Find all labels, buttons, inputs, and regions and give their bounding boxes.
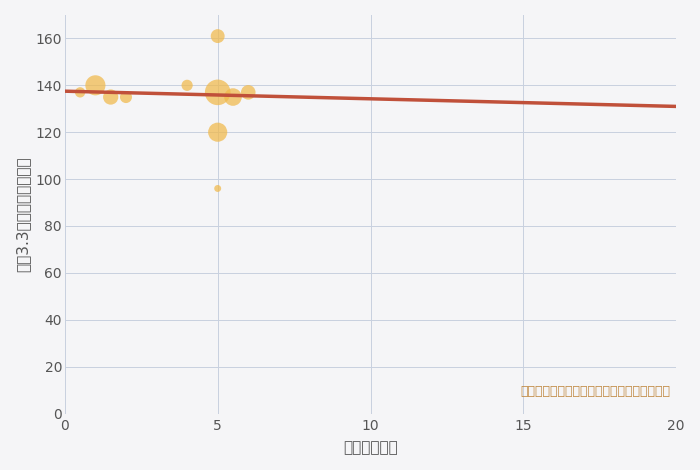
Point	[243, 89, 254, 96]
Text: 円の大きさは、取引のあった物件面積を示す: 円の大きさは、取引のあった物件面積を示す	[520, 384, 670, 398]
Point	[120, 93, 132, 101]
Point	[181, 82, 193, 89]
Point	[212, 89, 223, 96]
Point	[212, 128, 223, 136]
Y-axis label: 坪（3.3㎡）単価（万円）: 坪（3.3㎡）単価（万円）	[15, 157, 30, 272]
Point	[105, 93, 116, 101]
Point	[90, 82, 101, 89]
Point	[74, 89, 85, 96]
Point	[212, 32, 223, 40]
Point	[212, 185, 223, 192]
X-axis label: 駅距離（分）: 駅距離（分）	[343, 440, 398, 455]
Point	[228, 93, 239, 101]
